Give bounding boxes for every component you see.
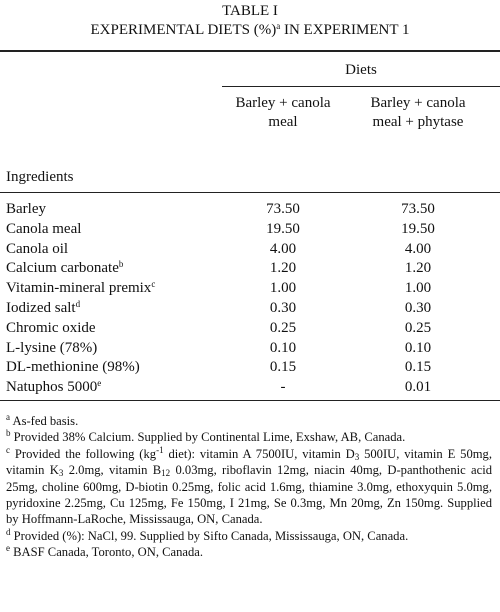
cell-value: - (280, 379, 286, 396)
footnote-text: Provided the following (kg (14, 446, 157, 461)
footnote-sup: -1 (156, 444, 164, 455)
column-header: Barley + canola meal + phytase (370, 95, 466, 130)
footnote-text: BASF Canada, Toronto, ON, Canada. (13, 545, 204, 560)
ingredient-name: Vitamin-mineral premix (6, 280, 152, 297)
footnote-mark: a (276, 21, 281, 31)
ingredient-name: Chromic oxide (6, 319, 96, 336)
cell-value: 1.20 (404, 260, 432, 277)
cell-value: 19.50 (266, 220, 300, 237)
rule (0, 192, 500, 193)
footnote-mark: b (118, 259, 124, 270)
ingredient-name: Canola meal (6, 220, 82, 237)
cell-value: 73.50 (266, 201, 300, 217)
cell-value: 0.25 (269, 319, 297, 336)
group-header: Diets (345, 62, 377, 78)
cell-value: 1.00 (404, 280, 432, 297)
ingredient: DL-methionine (98%) (6, 358, 140, 377)
footnote: c Provided the following (kg-1 diet): vi… (6, 444, 492, 528)
cell-value: 73.50 (401, 201, 435, 217)
cell-value: 0.30 (269, 300, 297, 316)
footnote-text: As-fed basis. (12, 414, 79, 428)
ingredient-name: Barley (6, 201, 46, 217)
cell-value: 0.10 (269, 339, 297, 356)
footnote-sub: 3 (58, 468, 64, 479)
footnote-mark: b (6, 428, 11, 439)
cell-value: 1.20 (269, 260, 297, 277)
ingredient-name: Iodized salt (6, 300, 76, 316)
footnote-mark: c (6, 444, 10, 455)
cell-value: 0.10 (404, 339, 432, 356)
ingredient-name: L-lysine (78%) (6, 339, 98, 356)
footnote-text: 500IU, vitamin E 50mg, vitamin K (6, 446, 492, 478)
cell-value: 1.00 (269, 280, 297, 297)
ingredient-name: Calcium carbonate (6, 260, 119, 277)
footnote: d Provided (%): NaCl, 99. Supplied by Si… (6, 526, 492, 544)
caption-text: IN EXPERIMENT 1 (280, 22, 410, 38)
ingredient: Canola meal (6, 220, 81, 239)
table-caption: EXPERIMENTAL DIETS (%)a IN EXPERIMENT 1 (0, 21, 500, 40)
ingredient: Calcium carbonateb (6, 259, 123, 278)
footnote-mark: e (6, 543, 10, 554)
footnote-mark: c (151, 279, 156, 290)
rule (222, 86, 500, 87)
ingredient: Iodized saltd (6, 299, 80, 318)
cell-value: 4.00 (404, 240, 432, 257)
ingredient: Chromic oxide (6, 319, 96, 338)
row-header: Ingredients (6, 169, 74, 185)
caption-text: EXPERIMENTAL DIETS (%) (90, 22, 277, 38)
footnote: b Provided 38% Calcium. Supplied by Cont… (6, 429, 492, 445)
footnote-mark: a (6, 412, 10, 422)
footnote-text: Provided 38% Calcium. Supplied by Contin… (13, 430, 406, 445)
cell-value: 0.01 (404, 379, 432, 396)
ingredient-name: Canola oil (6, 240, 69, 257)
cell-value: 19.50 (401, 220, 435, 237)
cell-value: 0.25 (404, 319, 432, 336)
cell-value: 0.30 (404, 300, 432, 316)
footnote-sub: 12 (161, 468, 171, 479)
rule (0, 50, 500, 52)
ingredient-name: DL-methionine (98%) (6, 359, 140, 376)
cell-value: 0.15 (269, 359, 297, 376)
footnote-mark: d (6, 526, 11, 537)
ingredient: Barley (6, 200, 46, 219)
footnote-text: 0.03mg, riboflavin 12mg, niacin 40mg, D-… (6, 463, 492, 527)
ingredient: Vitamin-mineral premixc (6, 279, 155, 298)
footnote-text: Provided (%): NaCl, 99. Supplied by Sift… (13, 528, 409, 543)
cell-value: 4.00 (269, 240, 297, 257)
footnote-text: 2.0mg, vitamin B (63, 463, 162, 478)
rule (0, 400, 500, 401)
footnote: a As-fed basis. (6, 413, 492, 429)
footnote-mark: d (75, 299, 81, 309)
footnotes: a As-fed basis. b Provided 38% Calcium. … (6, 413, 492, 561)
column-header: Barley + canola meal (235, 95, 331, 130)
ingredient: Canola oil (6, 240, 68, 259)
footnote-mark: e (97, 378, 102, 389)
ingredient: L-lysine (78%) (6, 339, 97, 358)
table-label: TABLE I (222, 3, 278, 19)
footnote: e BASF Canada, Toronto, ON, Canada. (6, 544, 492, 560)
footnote-text: diet): vitamin A 7500IU, vitamin D (163, 446, 355, 461)
cell-value: 0.15 (404, 359, 432, 376)
ingredient: Natuphos 5000e (6, 378, 101, 397)
ingredient-name: Natuphos 5000 (6, 379, 98, 396)
footnote-sub: 3 (354, 451, 360, 462)
